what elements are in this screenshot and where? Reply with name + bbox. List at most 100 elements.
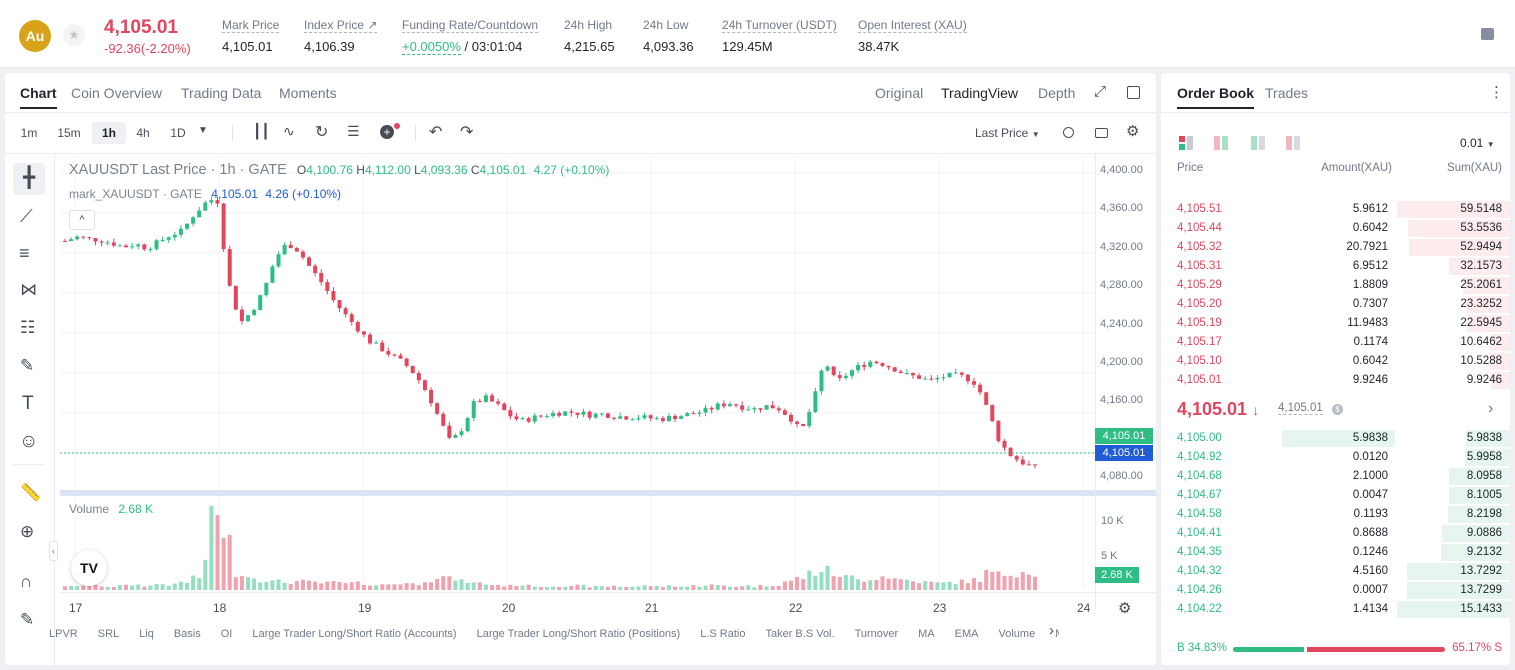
interval-15m[interactable]: 15m [57, 126, 81, 140]
view-tradingview[interactable]: TradingView [941, 85, 1019, 101]
brush-icon[interactable]: ✎ [20, 356, 35, 375]
indicator-4[interactable]: OI [220, 628, 233, 640]
order-book-row[interactable]: 4,105.00 5.9838 5.9838 [1161, 429, 1510, 448]
magnet-icon[interactable]: ∩ [20, 572, 33, 591]
volume-bar [490, 585, 495, 590]
collapse-toolbar-icon[interactable]: ‹ [49, 541, 58, 561]
settings-gear-icon[interactable]: ⚙ [1126, 123, 1140, 140]
order-book-row[interactable]: 4,104.68 2.1000 8.0958 [1161, 467, 1510, 486]
stat-index-price[interactable]: Index Price ↗ 4,106.39 [304, 18, 378, 54]
stat-open-interest[interactable]: Open Interest (XAU) 38.47K [858, 18, 967, 54]
tradingview-logo-icon[interactable]: TV [71, 550, 107, 586]
zoom-in-icon[interactable]: ⊕ [20, 522, 35, 541]
view-depth[interactable]: Depth [1038, 85, 1076, 101]
fullscreen-icon[interactable] [1127, 86, 1140, 99]
price-type-select[interactable]: Last Price ▼ [975, 126, 1040, 140]
collapse-legend-icon[interactable]: ^ [69, 210, 95, 230]
lock-drawing-icon[interactable]: ✎ [20, 610, 35, 629]
price-chart[interactable] [60, 154, 1156, 665]
indicator-3[interactable]: Basis [173, 628, 201, 640]
candle-body [81, 236, 86, 238]
undo-icon[interactable]: ↶ [429, 124, 443, 141]
order-book-row[interactable]: 4,104.26 0.0007 13.7299 [1161, 581, 1510, 600]
order-book-row[interactable]: 4,105.31 6.9512 32.1573 [1161, 257, 1510, 276]
tab-trades[interactable]: Trades [1265, 85, 1309, 101]
indicator-12[interactable]: Volume [998, 628, 1036, 640]
view-original[interactable]: Original [875, 85, 924, 101]
more-options-icon[interactable]: ⋮ [1489, 84, 1504, 101]
trend-line-icon[interactable]: ⟋ [20, 206, 33, 226]
order-book-row[interactable]: 4,105.19 11.9483 22.5945 [1161, 314, 1510, 333]
fib-icon[interactable]: ☷ [20, 318, 36, 337]
stat-24h-turnover[interactable]: 24h Turnover (USDT) 129.45M [722, 18, 837, 54]
indicator-10[interactable]: MA [918, 628, 935, 640]
indicator-6[interactable]: Large Trader Long/Short Ratio (Positions… [476, 628, 681, 640]
view-both-icon[interactable] [1179, 136, 1195, 150]
tab-order-book[interactable]: Order Book [1177, 85, 1255, 109]
order-book-row[interactable]: 4,104.22 1.4134 15.1433 [1161, 600, 1510, 619]
indicator-8[interactable]: Taker B.S Vol. [765, 628, 835, 640]
crosshair-icon[interactable]: ╋ [13, 163, 45, 195]
interval-dropdown-icon[interactable]: ▼ [198, 125, 208, 136]
book-icon[interactable] [1481, 28, 1494, 40]
tab-chart[interactable]: Chart [20, 85, 57, 109]
scroll-right-icon[interactable]: › [1049, 622, 1054, 639]
emoji-icon[interactable]: ☺ [19, 431, 39, 452]
view-asks-icon[interactable] [1286, 136, 1302, 150]
indicator-11[interactable]: EMA [954, 628, 979, 640]
interval-1d[interactable]: 1D [170, 126, 186, 140]
ruler-icon[interactable]: 📏 [20, 483, 42, 502]
indicator-5[interactable]: Large Trader Long/Short Ratio (Accounts) [252, 628, 457, 640]
camera-icon[interactable] [1095, 128, 1108, 138]
text-icon[interactable]: T [22, 393, 34, 414]
order-book-row[interactable]: 4,104.32 4.5160 13.7292 [1161, 562, 1510, 581]
view-bids-icon[interactable] [1251, 136, 1267, 150]
indicator-0[interactable]: LPVR [49, 628, 78, 640]
redo-icon[interactable]: ↷ [460, 124, 474, 141]
chevron-right-icon[interactable]: › [1488, 400, 1494, 417]
replay-icon[interactable]: ↻ [315, 124, 329, 141]
precision-select[interactable]: 0.01 ▼ [1460, 136, 1495, 150]
volume-bar [142, 586, 147, 590]
indicator-13[interactable]: MACD [1055, 628, 1059, 640]
order-book-row[interactable]: 4,105.17 0.1174 10.6462 [1161, 333, 1510, 352]
tab-trading-data[interactable]: Trading Data [181, 85, 262, 101]
tab-moments[interactable]: Moments [279, 85, 337, 101]
horizontal-lines-icon[interactable]: ≡ [19, 243, 30, 263]
order-book-row[interactable]: 4,105.01 9.9246 9.9246 [1161, 371, 1510, 390]
axis-settings-icon[interactable]: ⚙ [1118, 600, 1132, 617]
stat-funding-rate[interactable]: Funding Rate/Countdown +0.0050% / 03:01:… [402, 18, 539, 55]
order-book-row[interactable]: 4,105.20 0.7307 23.3252 [1161, 295, 1510, 314]
interval-1m[interactable]: 1m [20, 126, 38, 140]
order-book-row[interactable]: 4,105.32 20.7921 52.9494 [1161, 238, 1510, 257]
search-icon[interactable] [1063, 127, 1074, 138]
indicator-7[interactable]: L.S Ratio [700, 628, 746, 640]
order-book-row[interactable]: 4,104.67 0.0047 8.1005 [1161, 486, 1510, 505]
volume-bar [587, 587, 592, 590]
indicators-icon[interactable]: ∿ [283, 123, 295, 139]
interval-4h[interactable]: 4h [136, 126, 150, 140]
indicator-9[interactable]: Turnover [854, 628, 899, 640]
favorite-star-icon[interactable]: ★ [63, 24, 85, 46]
view-mixed-icon[interactable] [1214, 136, 1230, 150]
indicator-2[interactable]: Liq [139, 628, 154, 640]
order-book-row[interactable]: 4,104.58 0.1193 8.2198 [1161, 505, 1510, 524]
order-book-row[interactable]: 4,104.35 0.1246 9.2132 [1161, 543, 1510, 562]
interval-1h[interactable]: 1h [92, 122, 126, 144]
order-book-row[interactable]: 4,104.92 0.0120 5.9958 [1161, 448, 1510, 467]
expand-icon[interactable]: ⤢ [1094, 83, 1107, 100]
pattern-icon[interactable]: ⋈ [20, 280, 37, 299]
candle-type-icon[interactable]: ┃┃ [253, 123, 270, 139]
order-book-row[interactable]: 4,105.29 1.8809 25.2061 [1161, 276, 1510, 295]
order-book-row[interactable]: 4,105.51 5.9612 59.5148 [1161, 200, 1510, 219]
mark-info-icon[interactable]: $ [1332, 404, 1343, 415]
indicator-1[interactable]: SRL [97, 628, 120, 640]
order-book-row[interactable]: 4,105.44 0.6042 53.5536 [1161, 219, 1510, 238]
stat-mark-price[interactable]: Mark Price 4,105.01 [222, 18, 280, 54]
volume-bar [331, 580, 336, 590]
order-book-row[interactable]: 4,104.41 0.8688 9.0886 [1161, 524, 1510, 543]
templates-icon[interactable]: ☰ [347, 123, 360, 139]
order-book-row[interactable]: 4,105.10 0.6042 10.5288 [1161, 352, 1510, 371]
add-indicator-icon[interactable]: + [380, 125, 394, 139]
tab-coin-overview[interactable]: Coin Overview [71, 85, 163, 101]
